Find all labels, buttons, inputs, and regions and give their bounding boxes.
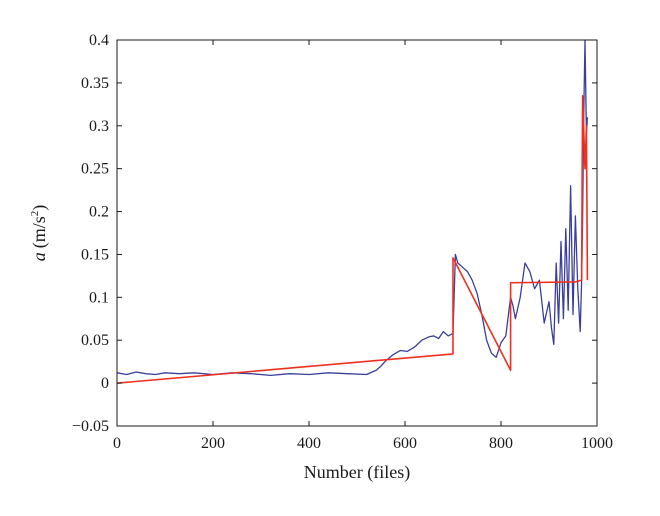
y-tick-label: 0.25 [81,161,109,178]
series-line-1 [116,39,589,377]
y-axis-unit-close: ) [29,205,50,211]
y-tick-label: 0.2 [89,204,109,221]
y-tick-label: 0.4 [89,32,109,49]
y-tick-label: −0.05 [72,418,109,435]
y-axis-unit-exponent: 2 [29,211,41,217]
y-tick-label: 0.1 [89,289,109,306]
y-tick-label: 0.3 [89,118,109,135]
y-tick-label: 0.05 [81,332,109,349]
y-axis-variable: a [29,252,49,261]
y-axis-unit: (m/s [29,216,50,248]
y-tick-label: 0.35 [81,75,109,92]
y-axis-label: a (m/s2) [29,205,50,262]
y-tick-label: 0 [101,375,109,392]
plot-frame [116,39,598,427]
x-axis-label: Number (files) [304,462,410,483]
series-layer [116,39,589,384]
ticks-layer: 0 200 400 600 800 1000−0.0500.050.10.150.20.2… [72,32,613,452]
x-tick-label: 1000 [581,435,613,452]
x-tick-label: 400 [297,435,321,452]
series-line-2 [116,94,589,384]
x-tick-label: 600 [393,435,417,452]
x-tick-label: 0 [113,435,121,452]
x-tick-label: 200 [201,435,225,452]
y-tick-label: 0.15 [81,246,109,263]
x-tick-label: 800 [489,435,513,452]
